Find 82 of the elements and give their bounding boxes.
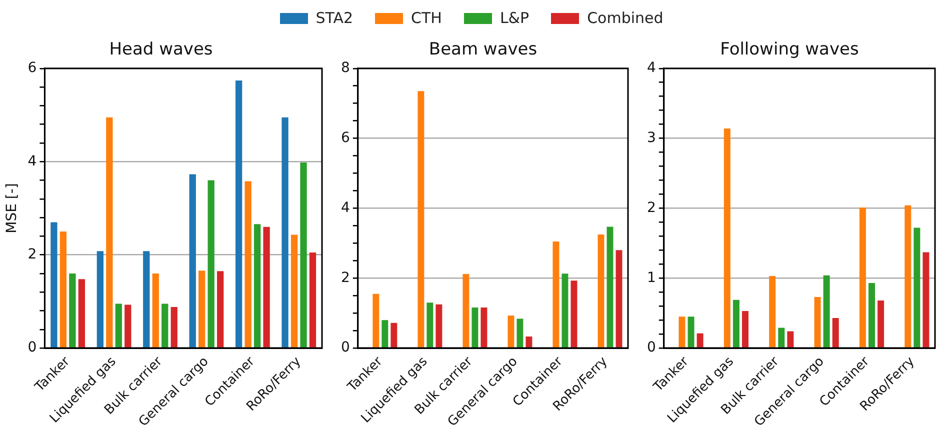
bar [170,307,178,348]
bar [208,180,214,348]
y-tick-label: 6 [28,60,37,76]
chart-title: Beam waves [428,40,538,60]
y-tick-label: 4 [646,60,656,76]
bar [254,224,261,348]
y-tick-label: 8 [340,60,350,76]
bar [832,318,839,348]
y-axis-title: MSE [-] [4,183,20,234]
bar [552,241,560,348]
bar [472,308,478,348]
y-tick-label: 4 [28,153,37,170]
bar [198,270,206,348]
bar [742,311,748,348]
bar [436,304,442,348]
y-tick-label: 0 [28,340,37,356]
bar [508,316,514,348]
bar [769,276,776,348]
bar [616,250,622,348]
bar [244,181,252,348]
bar [859,208,866,348]
y-tick-label: 3 [646,130,656,146]
bar [732,300,740,348]
chart-title: Head waves [109,40,213,60]
bar [290,234,298,348]
bar [914,228,920,348]
legend-label: CTH [411,9,442,27]
bar [300,162,307,348]
bar [922,252,930,348]
bar [778,328,785,348]
bar [426,302,434,348]
y-tick-label: 2 [28,246,37,262]
bar [235,80,242,348]
y-tick-label: 0 [646,340,656,356]
bar [878,300,884,348]
bar [814,297,821,348]
bar [69,273,76,348]
bar [309,252,316,348]
bar [143,251,150,348]
bar [823,275,830,348]
bar [570,280,578,348]
y-tick-label: 1 [646,270,656,286]
bar [390,322,398,348]
y-tick-label: 2 [340,270,350,286]
legend-label: L&P [500,9,530,27]
bar [217,271,224,348]
bar [516,318,524,348]
bar [382,320,388,348]
bar [96,251,104,348]
y-tick-label: 4 [340,200,350,216]
bar [696,333,704,348]
bar [263,226,270,348]
bar [606,226,614,348]
bar [688,316,694,348]
bar [562,274,568,348]
bar [526,336,532,348]
bar [372,294,380,348]
bar [106,117,113,348]
y-tick-label: 0 [340,340,350,356]
bar [78,279,86,348]
bar [480,308,488,348]
bar [162,304,168,348]
legend-label: STA2 [316,9,354,27]
legend-label: Combined [587,9,664,27]
bar [282,117,288,348]
bar [462,274,470,348]
y-tick-label: 2 [646,200,656,216]
y-tick-label: 6 [340,130,350,146]
chart-title: Following waves [720,40,859,60]
bar [787,331,794,348]
bar [189,174,196,348]
bar [418,91,424,348]
bar [598,234,604,348]
bar [724,128,730,348]
bar [50,222,58,348]
bar [904,205,912,348]
bar [115,304,122,348]
bar [868,283,875,348]
bar [60,232,67,348]
bar [124,304,132,348]
bar [152,273,159,348]
bar [678,316,686,348]
